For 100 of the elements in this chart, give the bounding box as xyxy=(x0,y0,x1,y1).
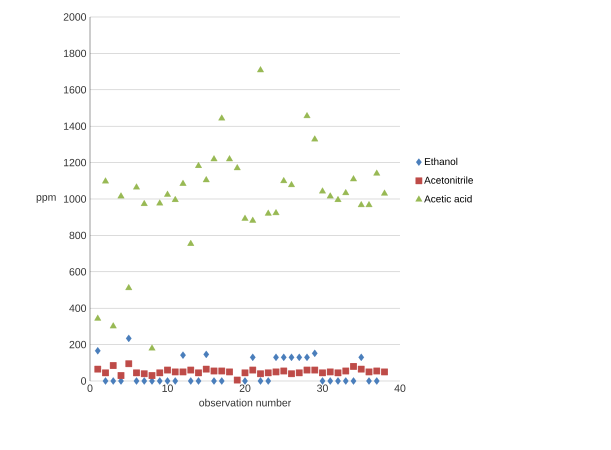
point xyxy=(249,366,256,374)
point xyxy=(125,360,132,368)
point xyxy=(140,200,148,206)
point xyxy=(118,372,124,379)
y-tick-label: 400 xyxy=(69,304,86,312)
point xyxy=(203,350,210,358)
point xyxy=(172,196,179,202)
point xyxy=(334,369,342,376)
point xyxy=(311,366,318,374)
point xyxy=(110,362,117,369)
point xyxy=(288,181,295,188)
y-tick-label: 1200 xyxy=(64,158,86,166)
point xyxy=(118,192,124,198)
point xyxy=(381,190,388,196)
point xyxy=(110,377,116,385)
point xyxy=(195,369,202,376)
point xyxy=(350,175,357,182)
point xyxy=(320,377,326,385)
point xyxy=(134,377,140,385)
point xyxy=(180,351,186,359)
y-tick-label: 1800 xyxy=(64,50,86,58)
point xyxy=(102,177,109,184)
point xyxy=(280,354,287,362)
point xyxy=(358,201,365,208)
point xyxy=(234,164,241,170)
point xyxy=(196,377,202,385)
point xyxy=(350,363,357,370)
y-tick-label: 2000 xyxy=(64,13,86,21)
point xyxy=(164,377,170,385)
legend-label: Acetic acid xyxy=(424,195,472,202)
point xyxy=(296,354,302,362)
y-tick-label: 600 xyxy=(70,268,86,276)
point xyxy=(304,354,310,362)
point xyxy=(288,354,294,362)
point xyxy=(342,189,350,196)
x-tick-label: 40 xyxy=(394,384,406,392)
point xyxy=(358,354,364,362)
point xyxy=(272,209,280,216)
point xyxy=(319,369,326,376)
point xyxy=(102,377,108,385)
point xyxy=(373,368,380,374)
point xyxy=(366,368,372,376)
point xyxy=(249,216,256,223)
point xyxy=(133,183,140,190)
point xyxy=(211,377,217,385)
point xyxy=(327,377,334,385)
point xyxy=(156,369,164,376)
x-tick-label: 30 xyxy=(317,384,328,392)
point xyxy=(265,377,272,385)
x-tick-label: 0 xyxy=(87,384,92,392)
legend-label: Acetonitrile xyxy=(424,176,473,184)
y-tick-label: 0 xyxy=(81,377,86,385)
point xyxy=(156,199,164,206)
point xyxy=(126,334,132,342)
y-tick-label: 1600 xyxy=(64,86,86,94)
x-tick-label: 10 xyxy=(162,384,173,392)
x-tick-label: 20 xyxy=(240,384,250,392)
point xyxy=(226,368,233,376)
point xyxy=(366,201,372,208)
point xyxy=(133,369,140,376)
point xyxy=(141,377,148,385)
point xyxy=(381,368,388,376)
point xyxy=(358,366,365,373)
point xyxy=(264,369,272,376)
point xyxy=(94,347,101,355)
point xyxy=(342,377,349,385)
point xyxy=(288,370,295,378)
point xyxy=(312,350,318,358)
y-tick-label: 200 xyxy=(70,340,86,348)
y-axis-title: ppm xyxy=(36,195,56,203)
point xyxy=(342,368,350,374)
point xyxy=(264,210,272,216)
point xyxy=(148,344,156,351)
point xyxy=(319,187,326,194)
point xyxy=(164,190,171,197)
point xyxy=(257,370,264,378)
point xyxy=(374,377,380,385)
point xyxy=(94,314,102,321)
point xyxy=(350,377,356,385)
point xyxy=(326,192,334,198)
x-axis-title: observation number xyxy=(199,398,292,406)
point xyxy=(326,368,334,376)
point xyxy=(102,369,109,376)
point xyxy=(218,377,225,385)
point xyxy=(258,377,264,385)
point xyxy=(202,176,210,182)
point xyxy=(187,366,194,374)
point xyxy=(125,284,132,290)
point xyxy=(304,366,310,374)
point xyxy=(272,368,280,376)
point xyxy=(156,377,163,385)
point xyxy=(373,170,380,176)
point xyxy=(187,240,194,246)
point xyxy=(148,372,156,379)
point xyxy=(210,155,218,162)
point xyxy=(172,368,179,376)
point xyxy=(226,155,233,162)
point xyxy=(366,377,372,385)
point xyxy=(311,135,318,142)
point xyxy=(210,368,218,374)
